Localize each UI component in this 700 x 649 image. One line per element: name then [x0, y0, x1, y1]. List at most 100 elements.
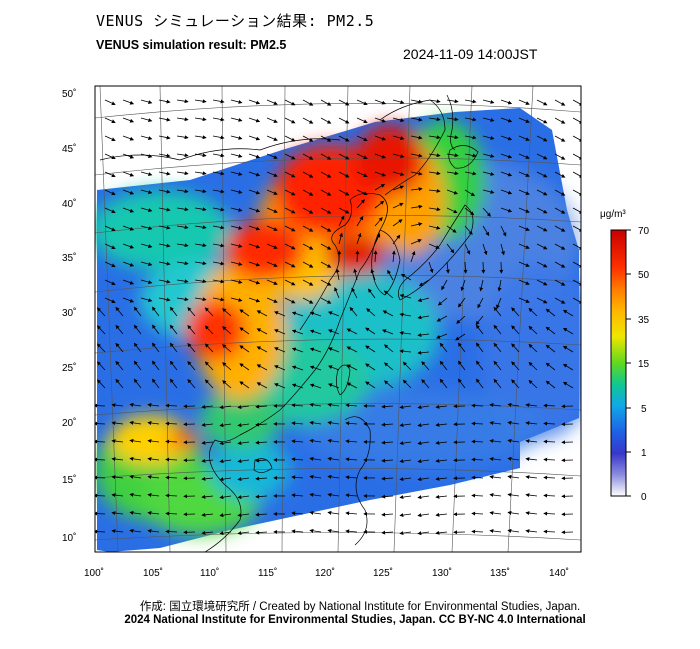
- wind-arrow: [518, 279, 530, 285]
- lat-label-15: 15˚: [62, 474, 76, 486]
- wind-arrow: [140, 171, 153, 176]
- wind-arrow: [417, 315, 430, 320]
- wind-arrow: [500, 99, 513, 105]
- wind-arrow: [439, 360, 448, 371]
- wind-arrow: [129, 456, 142, 461]
- wind-arrow: [507, 420, 520, 425]
- wind-arrow: [475, 315, 484, 326]
- datetime-label: 2024-11-09 14:00JST: [403, 46, 538, 62]
- wind-arrow: [446, 243, 455, 254]
- wind-arrow: [417, 531, 430, 536]
- wind-arrow: [410, 187, 423, 192]
- wind-arrow: [338, 117, 350, 124]
- wind-arrow: [338, 189, 350, 196]
- wind-arrow: [554, 153, 566, 160]
- wind-arrow: [435, 494, 448, 499]
- wind-arrow: [165, 493, 178, 498]
- wind-arrow: [446, 153, 459, 158]
- wind-arrow: [327, 420, 340, 425]
- wind-arrow: [445, 261, 450, 274]
- wind-arrow: [545, 308, 556, 317]
- map-frame: [94, 85, 582, 553]
- wind-arrow: [320, 171, 332, 178]
- wind-arrow: [428, 225, 441, 230]
- lat-label-50: 50˚: [62, 88, 76, 100]
- wind-arrow: [507, 528, 520, 533]
- wind-arrow: [194, 225, 207, 230]
- wind-arrow: [129, 492, 142, 497]
- wind-arrow: [147, 529, 160, 533]
- wind-arrow: [475, 324, 484, 335]
- wind-arrow: [248, 225, 261, 231]
- wind-arrow: [374, 217, 383, 227]
- wind-arrow: [572, 153, 581, 160]
- wind-arrow: [165, 529, 178, 534]
- wind-arrow: [489, 493, 502, 497]
- wind-arrow: [373, 250, 378, 263]
- wind-arrow: [320, 225, 332, 232]
- wind-arrow: [392, 185, 405, 191]
- wind-arrow: [239, 345, 250, 353]
- wind-arrow: [230, 189, 243, 194]
- wind-arrow: [446, 225, 457, 233]
- wind-arrow: [482, 99, 495, 104]
- wind-arrow: [104, 225, 116, 232]
- wind-arrow: [334, 287, 340, 299]
- wind-arrow: [338, 207, 350, 214]
- wind-arrow: [464, 171, 477, 176]
- wind-arrow: [383, 344, 394, 353]
- wind-arrow: [475, 360, 484, 371]
- wind-arrow: [345, 529, 358, 534]
- wind-arrow: [346, 346, 358, 353]
- wind-arrow: [133, 360, 142, 371]
- wind-arrow: [572, 207, 581, 214]
- wind-arrow: [435, 512, 448, 517]
- wind-arrow: [482, 207, 491, 217]
- wind-arrow: [115, 306, 124, 317]
- wind-arrow: [239, 309, 250, 317]
- wind-arrow: [536, 297, 548, 304]
- lon-label-105: 105˚: [143, 567, 163, 579]
- lon-label-120: 120˚: [315, 567, 335, 579]
- wind-arrow: [545, 380, 556, 389]
- wind-arrow: [147, 475, 160, 479]
- credit-line-2: 2024 National Institute for Environmenta…: [124, 614, 586, 626]
- wind-arrow: [122, 243, 135, 249]
- wind-arrow: [356, 232, 362, 245]
- wind-arrow: [572, 117, 581, 124]
- wind-arrow: [194, 279, 207, 284]
- wind-arrow: [441, 279, 448, 291]
- wind-arrow: [399, 349, 412, 354]
- wind-arrow: [291, 383, 304, 389]
- wind-arrow: [104, 243, 116, 250]
- wind-arrow: [482, 171, 495, 176]
- wind-arrow: [248, 153, 261, 159]
- wind-arrow: [309, 329, 322, 335]
- wind-arrow: [176, 189, 189, 194]
- wind-arrow: [158, 207, 171, 212]
- wind-arrow: [525, 493, 538, 498]
- wind-arrow: [471, 475, 484, 480]
- wind-arrow: [436, 315, 448, 322]
- wind-arrow: [122, 135, 135, 141]
- wind-arrow: [291, 475, 304, 480]
- wind-arrow: [435, 422, 448, 427]
- wind-arrow: [399, 441, 412, 446]
- wind-arrow: [351, 287, 358, 299]
- wind-arrow: [562, 381, 574, 389]
- wind-arrow: [338, 153, 350, 160]
- wind-arrow: [111, 511, 124, 516]
- wind-arrow: [545, 326, 556, 335]
- taiwan-coast: [336, 364, 351, 396]
- wind-arrow: [511, 325, 520, 335]
- wind-arrow: [402, 361, 412, 371]
- wind-arrow: [95, 457, 106, 462]
- wind-arrow: [518, 171, 530, 177]
- wind-arrow: [111, 493, 124, 498]
- wind-arrow: [248, 243, 261, 249]
- wind-arrow: [255, 440, 268, 445]
- wind-arrow: [309, 510, 322, 515]
- wind-arrow: [104, 135, 116, 142]
- wind-arrow: [129, 420, 142, 425]
- wind-arrow: [435, 404, 448, 409]
